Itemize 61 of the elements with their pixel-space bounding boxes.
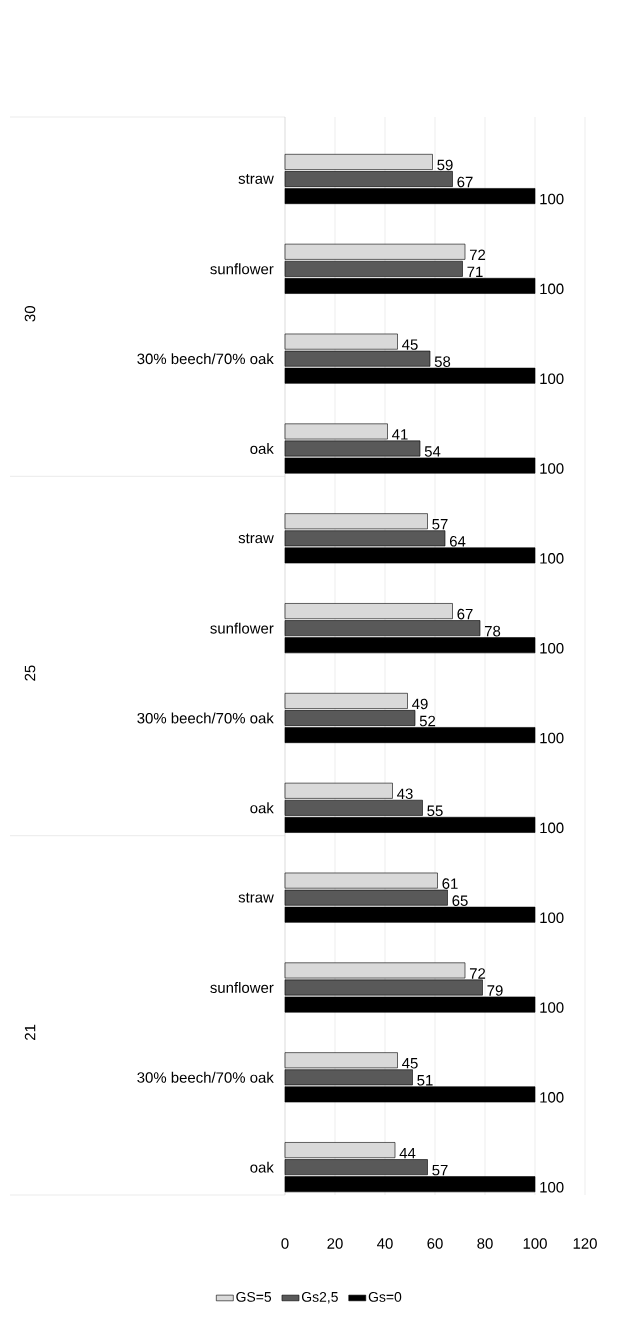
data-label: 79 xyxy=(487,985,503,996)
data-label: 61 xyxy=(442,878,458,889)
data-label: 65 xyxy=(452,895,468,906)
legend-label: GS=5 xyxy=(236,1291,272,1302)
data-label: 49 xyxy=(412,698,428,710)
legend-label: Gs=0 xyxy=(368,1291,402,1302)
data-label: 100 xyxy=(540,822,564,834)
data-label: 71 xyxy=(467,266,483,277)
data-label: 100 xyxy=(540,912,564,924)
x-tick-label: 0 xyxy=(281,1238,289,1249)
data-label: 45 xyxy=(402,339,418,350)
y-tick-label: sunflower xyxy=(210,982,274,993)
data-label: 100 xyxy=(540,373,564,385)
legend-label: Gs2,5 xyxy=(301,1291,338,1304)
y-tick-label: 30% beech/70% oak xyxy=(137,353,274,365)
data-label: 67 xyxy=(457,176,473,188)
data-label: 57 xyxy=(432,1164,448,1176)
y-tick-label: straw xyxy=(238,533,274,544)
text: 25 xyxy=(24,665,36,681)
data-label: 78 xyxy=(484,625,501,637)
x-tick-label: 20 xyxy=(327,1238,343,1249)
x-tick-label: 80 xyxy=(477,1238,493,1249)
data-label: 43 xyxy=(397,788,413,800)
data-label: 55 xyxy=(427,805,443,817)
data-label: 100 xyxy=(540,1181,564,1193)
x-tick-label: 100 xyxy=(523,1238,547,1249)
data-label: 100 xyxy=(540,732,564,744)
text: 30 xyxy=(24,306,36,322)
x-tick-label: 60 xyxy=(427,1238,443,1249)
data-label: 45 xyxy=(402,1058,418,1069)
data-label: 57 xyxy=(432,519,448,530)
text: 21 xyxy=(24,1024,36,1040)
y-tick-label: oak xyxy=(250,443,274,454)
data-label: 59 xyxy=(437,159,453,171)
data-label: 72 xyxy=(469,249,486,260)
y-tick-label: straw xyxy=(238,174,274,184)
y-tick-label: sunflower xyxy=(210,622,274,634)
data-label: 100 xyxy=(540,193,564,205)
data-label: 100 xyxy=(540,642,564,654)
y-tick-label: oak xyxy=(250,802,274,814)
data-label: 44 xyxy=(399,1147,416,1159)
data-label: 100 xyxy=(540,553,564,564)
data-label: 67 xyxy=(457,608,473,620)
y-tick-label: oak xyxy=(250,1161,274,1173)
data-label: 100 xyxy=(540,283,564,295)
x-tick-label: 120 xyxy=(573,1238,597,1249)
data-label: 41 xyxy=(392,429,408,440)
data-label: 51 xyxy=(417,1075,433,1086)
y-tick-label: straw xyxy=(238,892,274,903)
data-label: 100 xyxy=(540,463,564,474)
data-label: 100 xyxy=(540,1002,564,1013)
data-label: 64 xyxy=(449,536,466,547)
data-label: 54 xyxy=(424,446,441,457)
data-label: 72 xyxy=(469,968,486,979)
data-label: 52 xyxy=(419,715,436,727)
y-tick-label: 30% beech/70% oak xyxy=(137,712,274,724)
y-tick-label: sunflower xyxy=(210,263,274,275)
data-label: 58 xyxy=(434,356,451,367)
y-tick-label: 30% beech/70% oak xyxy=(137,1071,274,1083)
x-tick-label: 40 xyxy=(377,1238,393,1249)
data-label: 100 xyxy=(540,1092,564,1103)
